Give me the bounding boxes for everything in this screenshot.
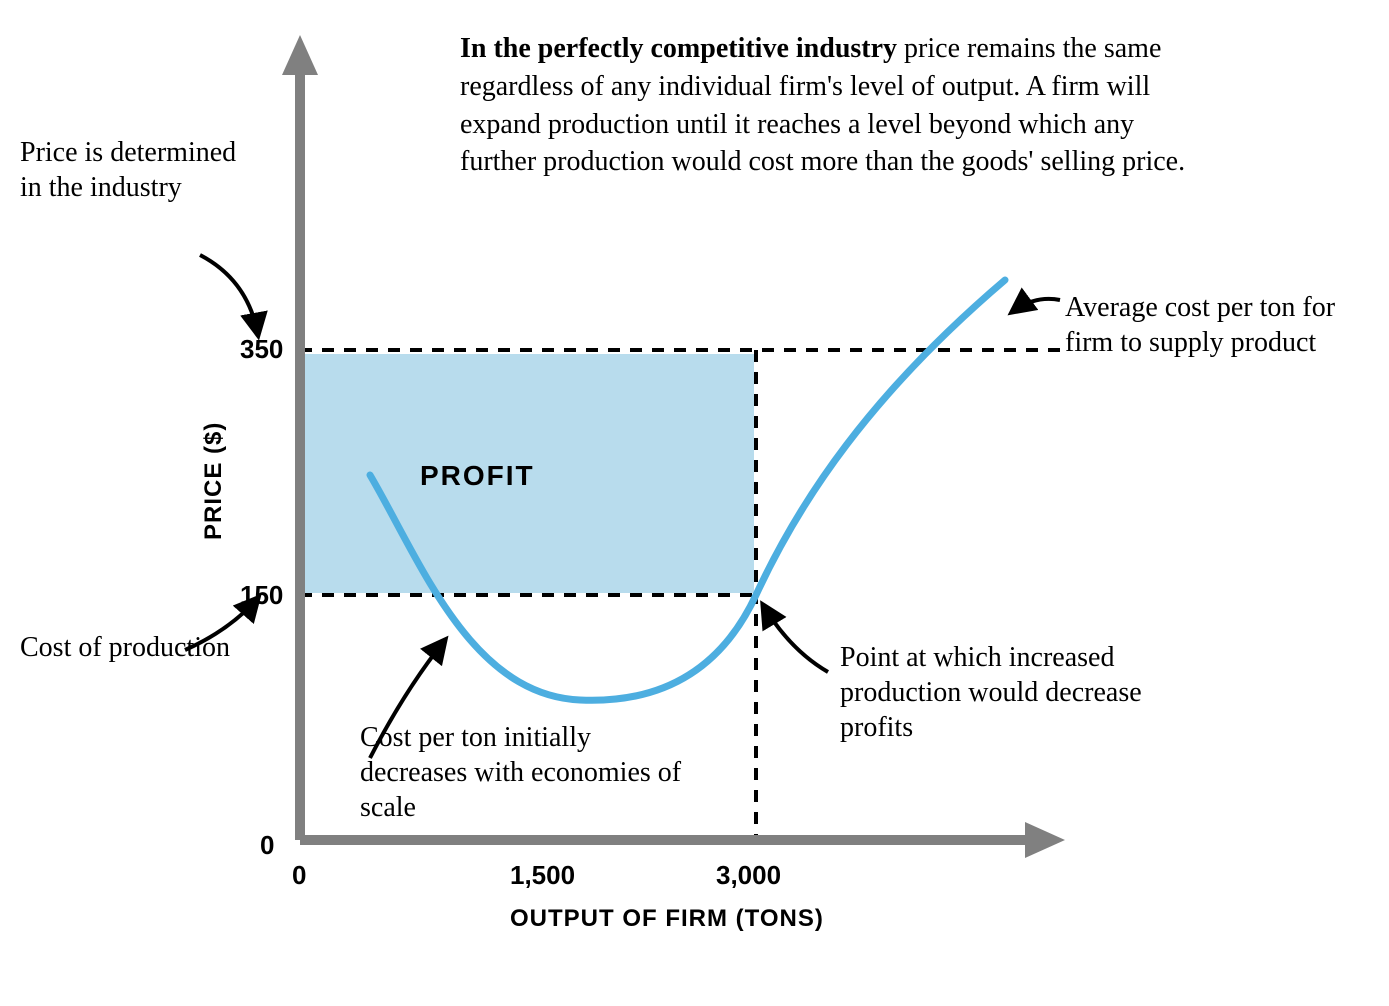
x-axis-arrowhead bbox=[1025, 822, 1065, 858]
y-axis-label: PRICE ($) bbox=[200, 422, 228, 540]
xtick-3000: 3,000 bbox=[716, 860, 781, 891]
xtick-1500: 1,500 bbox=[510, 860, 575, 891]
x-axis-label: OUTPUT OF FIRM (TONS) bbox=[510, 905, 824, 933]
arrow-avg-cost-per-ton bbox=[1012, 299, 1060, 312]
ann-price-determined: Price is determined in the industry bbox=[20, 135, 260, 205]
arrow-price-determined bbox=[200, 255, 258, 335]
profit-label: PROFIT bbox=[420, 460, 535, 492]
ann-cost-of-production: Cost of production bbox=[20, 630, 240, 665]
explanation-paragraph: In the perfectly competitive industry pr… bbox=[460, 30, 1200, 181]
chart-canvas: In the perfectly competitive industry pr… bbox=[0, 0, 1389, 1006]
ann-avg-cost-per-ton: Average cost per ton for firm to supply … bbox=[1065, 290, 1345, 360]
ytick-0: 0 bbox=[260, 830, 274, 861]
y-axis-arrowhead bbox=[282, 35, 318, 75]
explanation-bold: In the perfectly competitive industry bbox=[460, 33, 897, 64]
ann-point-increased-prod: Point at which increased production woul… bbox=[840, 640, 1210, 745]
ytick-350: 350 bbox=[240, 334, 283, 365]
xtick-0: 0 bbox=[292, 860, 306, 891]
ytick-150: 150 bbox=[240, 580, 283, 611]
ann-cost-per-ton-initial: Cost per ton initially decreases with ec… bbox=[360, 720, 690, 825]
arrow-point-increased-prod bbox=[763, 605, 828, 672]
